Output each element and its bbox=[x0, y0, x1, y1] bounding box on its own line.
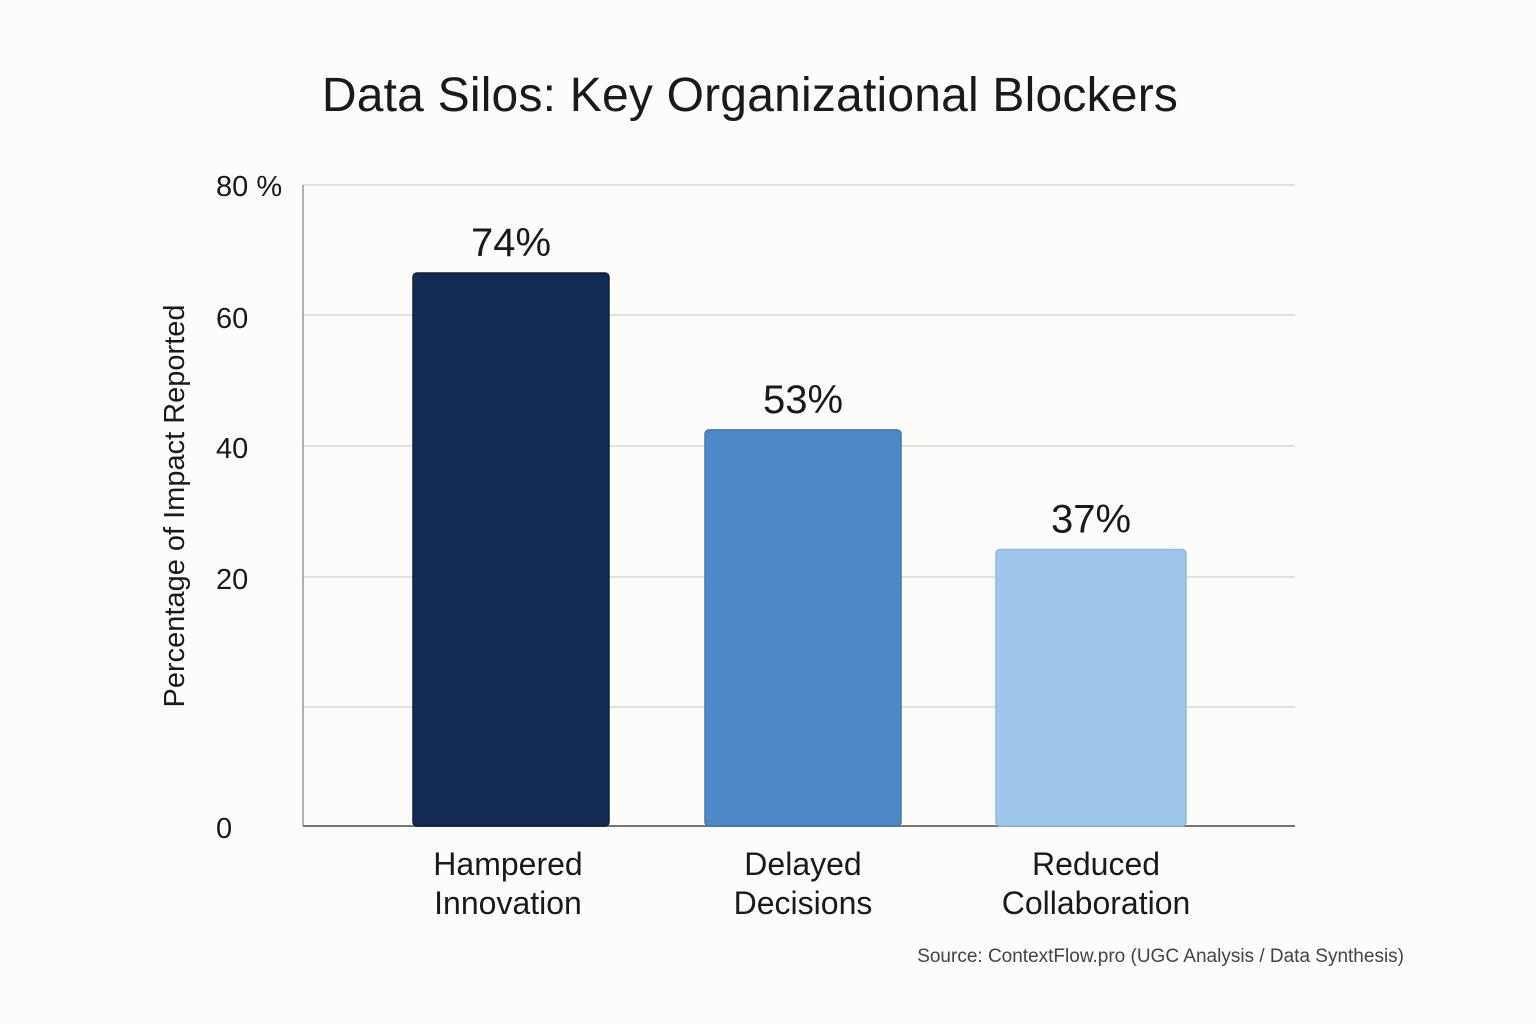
category-label: Innovation bbox=[434, 885, 582, 921]
category-label: Hampered bbox=[433, 846, 582, 882]
bars bbox=[412, 272, 1187, 827]
y-tick-label: 60 bbox=[216, 303, 248, 335]
y-tick-label: 0 bbox=[216, 813, 232, 845]
chart-title: Data Silos: Key Organizational Blockers bbox=[321, 69, 1179, 122]
y-tick-label: 20 bbox=[216, 564, 248, 596]
labels: 0 20 40 60 80 % Percentage of Impact Reported… bbox=[159, 171, 1190, 921]
bar bbox=[412, 272, 610, 827]
category-label: Decisions bbox=[734, 885, 873, 921]
bar bbox=[995, 548, 1187, 827]
data-label: 37% bbox=[1051, 498, 1131, 542]
data-label: 53% bbox=[763, 378, 843, 422]
y-tick-label: 40 bbox=[216, 433, 248, 465]
category-label: Reduced bbox=[1032, 846, 1160, 882]
data-label: 74% bbox=[471, 221, 551, 265]
y-axis-label: Percentage of Impact Reported bbox=[159, 304, 191, 707]
category-label: Collaboration bbox=[1002, 885, 1191, 921]
bar bbox=[704, 429, 902, 827]
category-label: Delayed bbox=[744, 846, 861, 882]
source-note: Source: ContextFlow.pro (UGC Analysis / … bbox=[917, 946, 1404, 967]
y-tick-label: 80 % bbox=[216, 171, 282, 203]
